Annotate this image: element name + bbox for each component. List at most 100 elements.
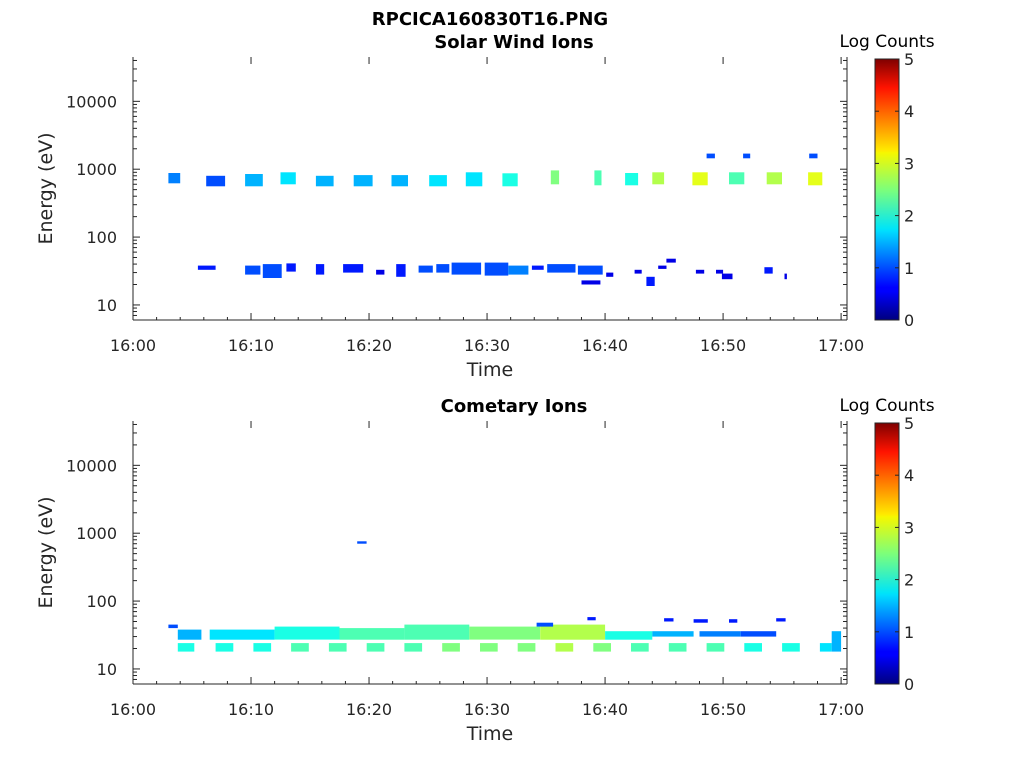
- heatmap-cell: [531, 265, 544, 270]
- heatmap-cell: [245, 174, 263, 187]
- colorbar-gradient: [874, 422, 900, 685]
- heatmap-cell: [743, 153, 751, 159]
- heatmap-cell: [764, 267, 773, 274]
- heatmap-cell: [291, 643, 309, 652]
- heatmap-cell: [168, 624, 178, 629]
- heatmap-cell: [436, 264, 450, 273]
- heatmap-cell: [605, 631, 653, 640]
- heatmap-cell: [664, 618, 674, 622]
- y-tick-label: 100: [86, 592, 117, 611]
- colorbar-tick-label: 4: [904, 102, 914, 121]
- y-tick-label: 1000: [76, 524, 117, 543]
- colorbar-label: Log Counts: [839, 396, 934, 416]
- x-axis-label: Time: [466, 723, 514, 745]
- y-tick-label: 10000: [66, 456, 117, 475]
- heatmap-cell: [280, 172, 296, 185]
- x-tick-label: 16:40: [582, 336, 628, 355]
- x-axis-label: Time: [466, 359, 514, 381]
- x-tick-label: 16:30: [464, 700, 510, 719]
- plot-area: [133, 421, 847, 684]
- heatmap-cell: [625, 173, 639, 186]
- x-tick-label: 16:10: [228, 336, 274, 355]
- heatmap-cell: [418, 265, 433, 273]
- x-tick-label: 16:20: [346, 700, 392, 719]
- heatmap-cell: [740, 631, 777, 637]
- heatmap-cell: [177, 643, 195, 652]
- colorbar-tick-label: 0: [904, 311, 914, 330]
- heatmap-cell: [706, 153, 715, 159]
- heatmap-cell: [339, 628, 405, 640]
- heatmap-cell: [517, 643, 536, 652]
- x-tick-label: 17:00: [818, 700, 864, 719]
- x-tick-label: 17:00: [818, 336, 864, 355]
- heatmap-cell: [652, 172, 665, 185]
- x-tick-label: 16:30: [464, 336, 510, 355]
- heatmap-cell: [555, 643, 574, 652]
- heatmap-cell: [286, 263, 296, 272]
- heatmap-cell: [721, 273, 733, 280]
- heatmap-cell: [593, 643, 611, 652]
- heatmap-cell: [357, 541, 367, 544]
- panel-title: Cometary Ions: [441, 396, 588, 417]
- heatmap-cell: [366, 643, 385, 652]
- x-tick-label: 16:00: [110, 700, 156, 719]
- heatmap-cell: [716, 269, 724, 274]
- colorbar-label: Log Counts: [839, 32, 934, 52]
- heatmap-cell: [782, 643, 800, 652]
- heatmap-cell: [695, 269, 705, 274]
- heatmap-cell: [692, 172, 708, 186]
- y-tick-label: 1000: [76, 160, 117, 179]
- colorbar-tick-label: 1: [904, 623, 914, 642]
- colorbar: Log Counts 0 1 2 3 4 5: [839, 396, 934, 694]
- heatmap-cell: [658, 265, 667, 269]
- heatmap-cell: [262, 264, 282, 278]
- heatmap-cells: [168, 541, 842, 652]
- heatmap-cell: [328, 643, 347, 652]
- heatmap-cell: [729, 619, 738, 623]
- heatmap-cell: [729, 172, 745, 185]
- y-axis-label: Energy (eV): [35, 132, 57, 244]
- heatmap-cell: [776, 618, 786, 622]
- colorbar-gradient: [874, 58, 900, 321]
- heatmap-cell: [594, 170, 602, 186]
- heatmap-cell: [396, 264, 406, 277]
- heatmap-cell: [197, 265, 216, 270]
- y-tick-label: 10000: [66, 92, 117, 111]
- colorbar-tick-label: 2: [904, 571, 914, 590]
- x-tick-label: 16:10: [228, 700, 274, 719]
- heatmap-cell: [540, 624, 606, 640]
- y-tick-label: 10: [97, 296, 117, 315]
- heatmap-cell: [215, 643, 234, 652]
- panels: 16:00 16:10 16:20 16:30 16:40 16:50 17:0010100…: [35, 32, 935, 745]
- heatmap-cell: [652, 631, 694, 637]
- heatmap-cell: [581, 280, 601, 285]
- heatmap-cell: [442, 643, 460, 652]
- heatmap-cell: [206, 175, 226, 187]
- heatmap-cell: [429, 175, 447, 187]
- heatmap-cell: [480, 643, 498, 652]
- y-axis-label: Energy (eV): [35, 496, 57, 608]
- heatmap-cell: [587, 617, 596, 621]
- heatmap-cell: [819, 643, 832, 652]
- heatmap-cell: [376, 269, 385, 275]
- x-tick-label: 16:00: [110, 336, 156, 355]
- heatmap-cell: [274, 626, 340, 640]
- heatmap-cell: [831, 631, 842, 652]
- colorbar-tick-label: 4: [904, 466, 914, 485]
- colorbar-tick-label: 1: [904, 259, 914, 278]
- heatmap-cell: [809, 153, 818, 159]
- heatmap-cell: [631, 643, 649, 652]
- heatmap-cell: [699, 631, 741, 637]
- heatmap-cell: [484, 262, 509, 276]
- x-tick-label: 16:50: [700, 700, 746, 719]
- heatmap-cell: [404, 643, 423, 652]
- heatmap-cell: [634, 269, 642, 274]
- heatmap-cell: [547, 264, 576, 273]
- colorbar-tick-label: 0: [904, 675, 914, 694]
- heatmap-cell: [209, 629, 275, 640]
- heatmap-cell: [508, 265, 529, 275]
- heatmap-cell: [391, 175, 408, 187]
- heatmap-cell: [469, 626, 541, 640]
- heatmap-cell: [606, 272, 614, 277]
